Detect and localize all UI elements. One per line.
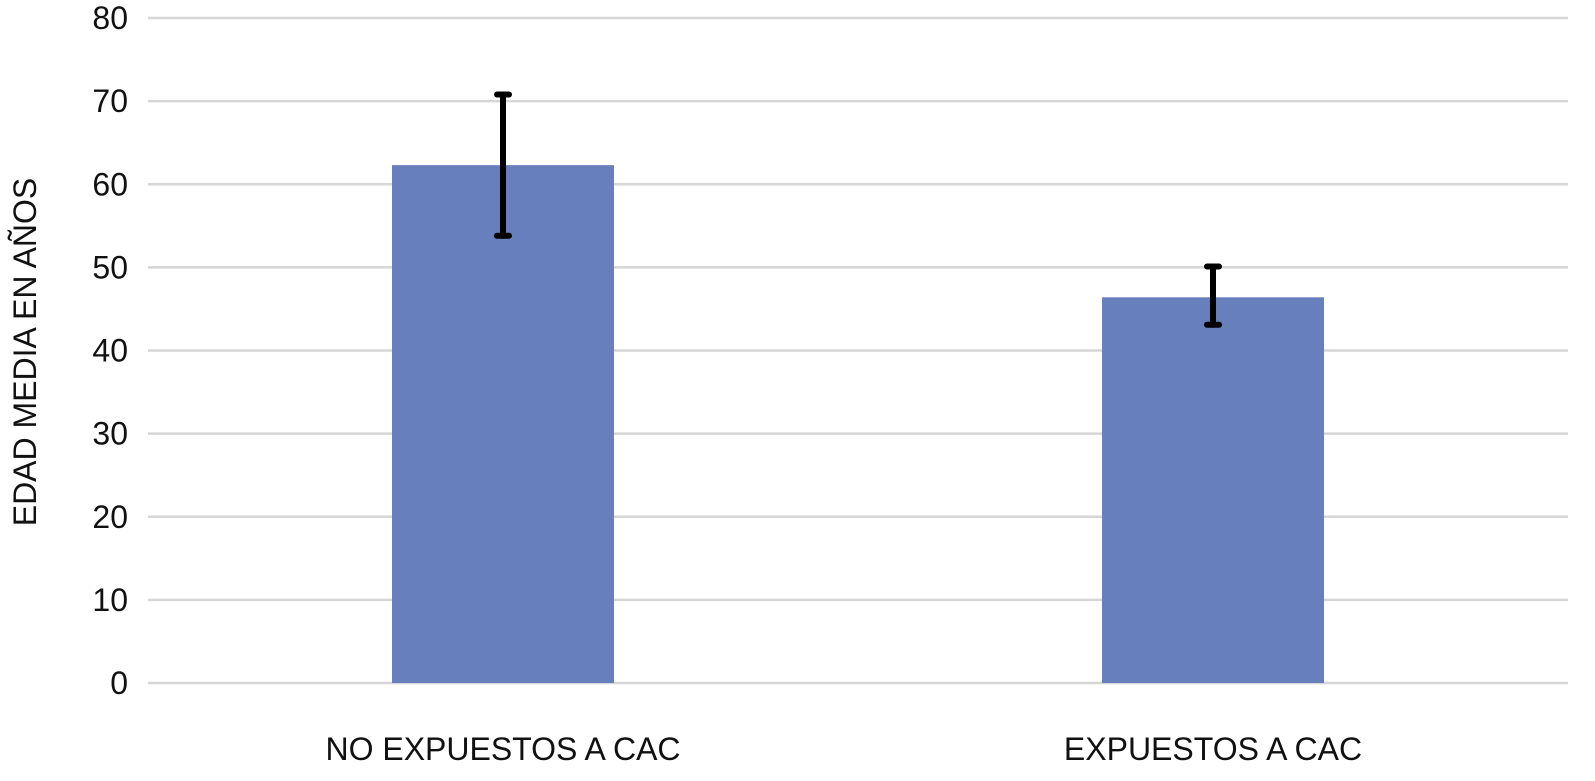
y-tick-label: 40	[92, 333, 128, 369]
y-tick-label: 70	[92, 83, 128, 119]
category-label: EXPUESTOS A CAC	[1064, 731, 1362, 767]
y-tick-label: 50	[92, 249, 128, 285]
y-tick-labels: 0 10 20 30 40 50 60 70 80	[92, 0, 128, 701]
gridlines	[148, 16, 1568, 685]
error-bars	[494, 91, 1222, 328]
bar	[1102, 297, 1324, 683]
y-tick-label: 0	[110, 665, 128, 701]
y-axis-title: EDAD MEDIA EN AÑOS	[7, 178, 43, 527]
category-label: NO EXPUESTOS A CAC	[325, 731, 680, 767]
y-tick-label: 80	[92, 0, 128, 36]
error-bar	[1204, 263, 1222, 328]
bar	[392, 165, 614, 684]
y-tick-label: 20	[92, 499, 128, 535]
error-bar	[494, 91, 512, 239]
y-tick-label: 60	[92, 166, 128, 202]
y-tick-label: 10	[92, 582, 128, 618]
category-labels: NO EXPUESTOS A CAC EXPUESTOS A CAC	[325, 731, 1362, 767]
y-tick-label: 30	[92, 416, 128, 452]
bars	[392, 165, 1324, 684]
